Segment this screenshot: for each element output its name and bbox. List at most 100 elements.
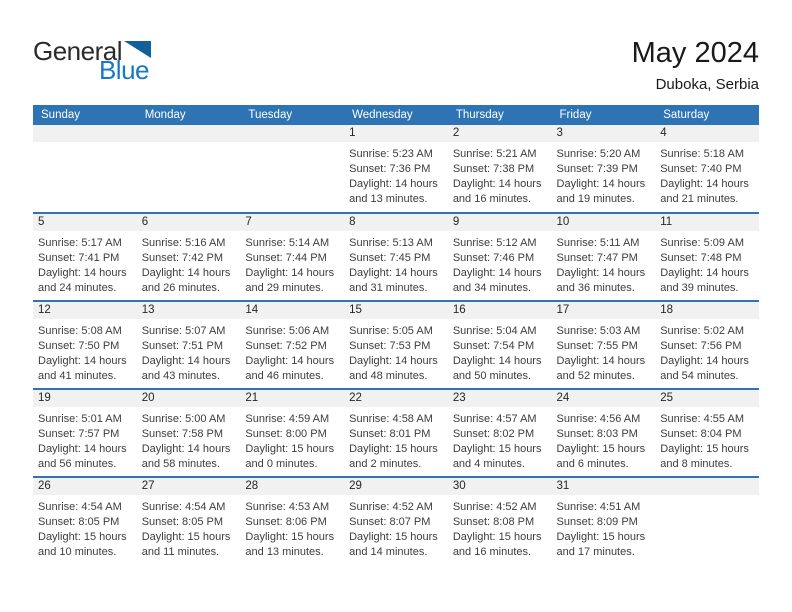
- sunrise-text: Sunrise: 5:21 AM: [452, 148, 537, 160]
- sunrise-text: Sunrise: 5:06 AM: [245, 325, 330, 337]
- day-number-band: 22: [344, 390, 448, 407]
- daylight2-text: and 16 minutes.: [452, 546, 532, 558]
- sunset-text: Sunset: 8:04 PM: [660, 428, 742, 440]
- daylight1-text: Daylight: 15 hours: [349, 443, 438, 455]
- day-cell-27: 27 Sunrise: 4:54 AM Sunset: 8:05 PM Dayligh…: [136, 476, 241, 565]
- daylight1-text: Daylight: 14 hours: [245, 267, 335, 279]
- day-cell-details: Sunrise: 5:01 AM Sunset: 7:57 PM Daylight:…: [33, 407, 137, 472]
- day-cell-details: Sunrise: 5:00 AM Sunset: 7:58 PM Daylight:…: [137, 407, 241, 472]
- day-cell-18: 18 Sunrise: 5:02 AM Sunset: 7:56 PM Dayligh…: [655, 300, 759, 389]
- day-number-band: 21: [240, 390, 345, 407]
- daylight1-text: Daylight: 15 hours: [556, 531, 646, 543]
- day-cell-details: Sunrise: 5:07 AM Sunset: 7:51 PM Daylight:…: [137, 319, 241, 384]
- sunrise-text: Sunrise: 5:05 AM: [349, 325, 433, 337]
- daylight1-text: Daylight: 14 hours: [556, 355, 646, 367]
- daylight2-text: and 58 minutes.: [141, 458, 220, 470]
- daylight2-text: and 16 minutes.: [452, 193, 532, 205]
- daylight2-text: and 31 minutes.: [349, 282, 428, 294]
- day-cell-10: 10 Sunrise: 5:11 AM Sunset: 7:47 PM Dayligh…: [551, 212, 656, 301]
- sunset-text: Sunset: 7:48 PM: [660, 252, 742, 264]
- sunrise-text: Sunrise: 4:54 AM: [141, 501, 226, 513]
- sunrise-text: Sunrise: 4:54 AM: [38, 501, 122, 513]
- daylight1-text: Daylight: 14 hours: [349, 355, 438, 367]
- day-number-band: 26: [33, 478, 137, 495]
- daylight1-text: Daylight: 14 hours: [452, 267, 542, 279]
- sunset-text: Sunset: 7:44 PM: [245, 252, 327, 264]
- daylight1-text: Daylight: 14 hours: [452, 178, 542, 190]
- day-cell-details: Sunrise: 4:56 AM Sunset: 8:03 PM Daylight:…: [552, 407, 656, 472]
- day-cell-details: Sunrise: 5:06 AM Sunset: 7:52 PM Daylight:…: [240, 319, 344, 384]
- sunrise-text: Sunrise: 5:01 AM: [38, 413, 122, 425]
- sunrise-text: Sunrise: 5:13 AM: [349, 237, 433, 249]
- daylight2-text: and 0 minutes.: [245, 458, 318, 470]
- logo-text-general: General: [33, 36, 123, 66]
- empty-day-cell: [240, 125, 345, 213]
- general-blue-logo: General Blue: [33, 38, 151, 83]
- day-cell-19: 19 Sunrise: 5:01 AM Sunset: 7:57 PM Dayligh…: [33, 388, 137, 477]
- day-cell-details: Sunrise: 4:59 AM Sunset: 8:00 PM Daylight:…: [240, 407, 344, 472]
- sunset-text: Sunset: 7:54 PM: [452, 340, 535, 352]
- sunset-text: Sunset: 7:41 PM: [38, 252, 120, 264]
- weekday-header-wednesday: Wednesday: [344, 105, 448, 125]
- daylight2-text: and 2 minutes.: [349, 458, 422, 470]
- day-cell-22: 22 Sunrise: 4:58 AM Sunset: 8:01 PM Dayligh…: [344, 388, 448, 477]
- sunrise-text: Sunrise: 4:57 AM: [452, 413, 537, 425]
- daylight2-text: and 13 minutes.: [349, 193, 428, 205]
- day-number-band: 3: [551, 125, 656, 142]
- sunset-text: Sunset: 7:46 PM: [452, 252, 535, 264]
- page-title: May 2024: [631, 37, 759, 69]
- daylight1-text: Daylight: 14 hours: [38, 267, 127, 279]
- sunset-text: Sunset: 8:07 PM: [349, 516, 431, 528]
- week-row-4: 19 Sunrise: 5:01 AM Sunset: 7:57 PM Dayligh…: [33, 388, 759, 477]
- day-cell-details: [240, 142, 344, 147]
- daylight1-text: Daylight: 14 hours: [141, 267, 231, 279]
- sunset-text: Sunset: 8:05 PM: [38, 516, 120, 528]
- sunset-text: Sunset: 7:38 PM: [452, 163, 535, 175]
- day-number-band: [33, 125, 137, 142]
- day-number-band: 17: [551, 302, 656, 319]
- sunrise-text: Sunrise: 5:14 AM: [245, 237, 330, 249]
- day-cell-7: 7 Sunrise: 5:14 AM Sunset: 7:44 PM Daylight…: [240, 212, 345, 301]
- sunrise-text: Sunrise: 4:51 AM: [556, 501, 641, 513]
- daylight1-text: Daylight: 14 hours: [141, 443, 231, 455]
- weekday-header-tuesday: Tuesday: [240, 105, 345, 125]
- sunset-text: Sunset: 8:02 PM: [452, 428, 535, 440]
- day-number-band: 19: [33, 390, 137, 407]
- sunset-text: Sunset: 7:51 PM: [141, 340, 224, 352]
- daylight1-text: Daylight: 15 hours: [245, 531, 335, 543]
- day-cell-31: 31 Sunrise: 4:51 AM Sunset: 8:09 PM Dayligh…: [551, 476, 656, 565]
- day-cell-details: Sunrise: 4:55 AM Sunset: 8:04 PM Daylight:…: [655, 407, 759, 472]
- day-number-band: 31: [551, 478, 656, 495]
- daylight2-text: and 14 minutes.: [349, 546, 428, 558]
- day-cell-details: Sunrise: 4:58 AM Sunset: 8:01 PM Daylight:…: [344, 407, 448, 472]
- daylight1-text: Daylight: 15 hours: [38, 531, 127, 543]
- page-header: General Blue May 2024 Duboka, Serbia: [33, 37, 759, 94]
- daylight1-text: Daylight: 14 hours: [349, 178, 438, 190]
- day-cell-details: Sunrise: 4:54 AM Sunset: 8:05 PM Daylight:…: [137, 495, 241, 560]
- sunset-text: Sunset: 7:56 PM: [660, 340, 742, 352]
- day-cell-21: 21 Sunrise: 4:59 AM Sunset: 8:00 PM Dayligh…: [240, 388, 345, 477]
- day-cell-details: Sunrise: 4:53 AM Sunset: 8:06 PM Daylight:…: [240, 495, 344, 560]
- daylight2-text: and 4 minutes.: [452, 458, 525, 470]
- day-cell-details: Sunrise: 4:54 AM Sunset: 8:05 PM Daylight:…: [33, 495, 137, 560]
- day-cell-4: 4 Sunrise: 5:18 AM Sunset: 7:40 PM Daylight…: [655, 125, 759, 213]
- day-cell-5: 5 Sunrise: 5:17 AM Sunset: 7:41 PM Daylight…: [33, 212, 137, 301]
- day-cell-17: 17 Sunrise: 5:03 AM Sunset: 7:55 PM Dayligh…: [551, 300, 656, 389]
- day-number-band: 4: [655, 125, 759, 142]
- day-number-band: 14: [240, 302, 345, 319]
- day-cell-14: 14 Sunrise: 5:06 AM Sunset: 7:52 PM Dayligh…: [240, 300, 345, 389]
- day-number-band: 9: [447, 214, 552, 231]
- day-cell-28: 28 Sunrise: 4:53 AM Sunset: 8:06 PM Dayligh…: [240, 476, 345, 565]
- logo-top-line: General: [33, 38, 151, 64]
- daylight2-text: and 24 minutes.: [38, 282, 117, 294]
- sunset-text: Sunset: 7:53 PM: [349, 340, 431, 352]
- day-number-band: 11: [655, 214, 759, 231]
- daylight2-text: and 17 minutes.: [556, 546, 635, 558]
- logo-triangle-icon: [124, 41, 151, 58]
- sunset-text: Sunset: 7:40 PM: [660, 163, 742, 175]
- day-number-band: 6: [136, 214, 241, 231]
- title-block: May 2024 Duboka, Serbia: [631, 37, 759, 94]
- daylight1-text: Daylight: 15 hours: [452, 443, 542, 455]
- daylight2-text: and 19 minutes.: [556, 193, 635, 205]
